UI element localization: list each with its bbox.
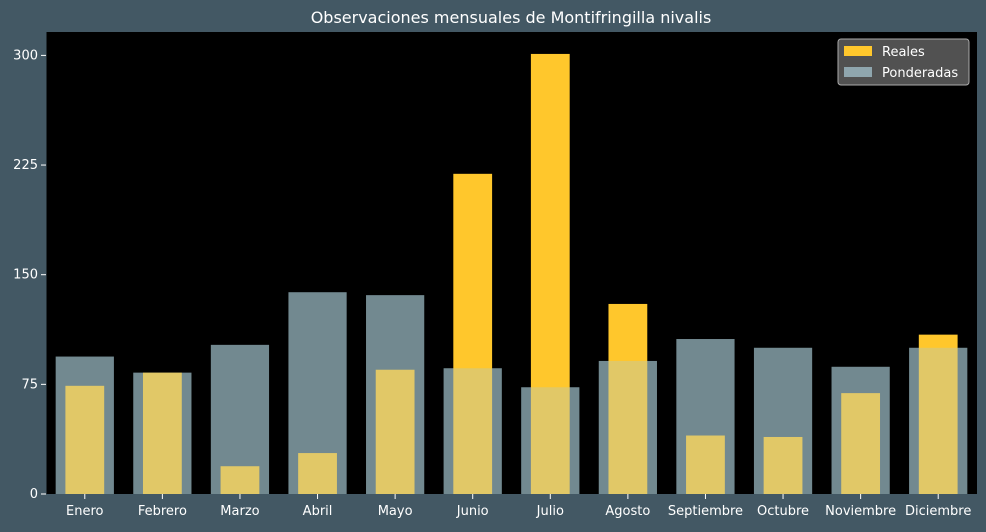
x-tick-label: Abril <box>303 504 333 519</box>
legend-label-reales: Reales <box>882 45 925 60</box>
x-tick-label: Agosto <box>605 504 650 519</box>
reales-bars <box>55 53 968 494</box>
legend-label-ponderadas: Ponderadas <box>882 66 958 81</box>
x-tick-label: Julio <box>536 504 564 519</box>
bar-ponderadas-overlay-0 <box>55 356 114 494</box>
y-tick-label: 75 <box>21 377 38 392</box>
chart-title: Observaciones mensuales de Montifringill… <box>311 8 712 27</box>
bar-reales-9 <box>763 436 803 494</box>
x-tick-label: Febrero <box>138 504 187 519</box>
bar-ponderadas-overlay-4 <box>366 295 425 494</box>
bar-ponderadas-overlay-8 <box>676 339 735 494</box>
x-tick-label: Diciembre <box>905 504 971 519</box>
bar-reales-8 <box>686 435 725 494</box>
x-tick-label: Junio <box>456 504 489 519</box>
bar-ponderadas-overlay-10 <box>831 366 890 494</box>
bar-reales-1 <box>142 372 182 494</box>
bar-reales-7 <box>608 303 648 494</box>
bar-ponderadas-overlay-5 <box>443 368 502 494</box>
bar-ponderadas-overlay-6 <box>521 387 580 494</box>
bar-reales-11 <box>918 334 958 494</box>
bar-ponderadas-overlay-11 <box>909 347 968 494</box>
bar-reales-3 <box>298 453 337 494</box>
x-tick-label: Marzo <box>220 504 259 519</box>
x-tick-label: Octubre <box>757 504 809 519</box>
bar-reales-5 <box>453 173 493 494</box>
x-tick-label: Noviembre <box>825 504 896 519</box>
y-tick-label: 150 <box>13 268 38 283</box>
y-tick-label: 300 <box>13 48 38 63</box>
bar-ponderadas-overlay-9 <box>753 347 813 494</box>
bar-ponderadas-overlay-7 <box>598 360 657 494</box>
x-tick-label: Enero <box>66 504 104 519</box>
x-tick-label: Septiembre <box>668 504 743 519</box>
bar-reales-0 <box>65 385 105 494</box>
bar-ponderadas-overlay-1 <box>133 372 192 494</box>
bar-ponderadas-overlay-2 <box>210 344 270 494</box>
y-tick-label: 0 <box>30 487 38 502</box>
legend-swatch-ponderadas <box>844 67 872 77</box>
bar-reales-6 <box>530 53 570 494</box>
plot-area <box>46 32 977 494</box>
bar-reales-2 <box>220 466 260 494</box>
bar-reales-4 <box>375 369 415 494</box>
bar-ponderadas-overlay-3 <box>288 292 347 494</box>
bar-reales-10 <box>841 393 881 494</box>
x-tick-label: Mayo <box>378 504 413 519</box>
y-axis: 0 75 150 225 300 <box>13 32 47 502</box>
y-tick-label: 225 <box>13 158 38 173</box>
legend: Reales Ponderadas <box>837 38 970 86</box>
legend-swatch-reales <box>844 46 872 56</box>
x-axis: Enero Febrero Marzo Abril Mayo Junio Julio Agos… <box>66 494 971 519</box>
